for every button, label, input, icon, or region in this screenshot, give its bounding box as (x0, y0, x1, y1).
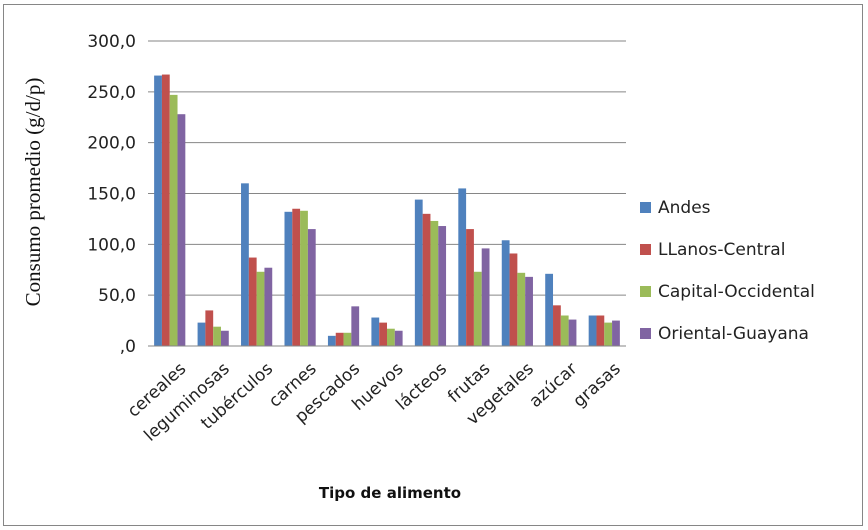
bar (481, 248, 490, 346)
bar (351, 306, 360, 346)
y-axis-label: Consumo promedio (g/d/p) (21, 78, 45, 307)
bar (568, 319, 577, 346)
y-tick-label: 250,0 (87, 83, 136, 103)
bar (458, 188, 467, 346)
bar (284, 211, 293, 346)
legend-label: Capital-Occidental (658, 282, 815, 302)
bar (612, 320, 620, 346)
bar (501, 240, 510, 346)
bar (264, 267, 273, 346)
bar (379, 322, 387, 346)
bar (154, 75, 162, 347)
legend-label: Oriental-Guayana (658, 324, 809, 344)
bar (197, 322, 206, 346)
bar (517, 272, 526, 346)
bar (394, 330, 403, 346)
bar (387, 328, 395, 346)
legend-swatch (640, 202, 651, 213)
gridlines (148, 40, 626, 296)
bar (307, 229, 316, 346)
y-tick-label: 50,0 (98, 286, 136, 306)
bar (343, 332, 352, 346)
bar (596, 315, 605, 346)
bar (466, 229, 474, 346)
bar (300, 210, 308, 346)
y-tick-label: 150,0 (87, 185, 136, 205)
x-axis-ticks: cerealesleguminosastubérculoscarnespesca… (124, 359, 625, 446)
bar (213, 326, 221, 346)
y-tick-label: 300,0 (87, 32, 136, 52)
legend-label: LLanos-Central (658, 240, 785, 260)
bar (438, 226, 447, 346)
bars (154, 74, 620, 347)
bar (473, 271, 482, 346)
bar (335, 332, 344, 346)
bar (509, 253, 518, 346)
bar (422, 213, 431, 346)
bar (327, 335, 336, 346)
bar (414, 199, 423, 346)
bar (604, 322, 613, 346)
x-tick-label: azúcar (526, 359, 582, 412)
y-axis-ticks: ,0 50,0 100,0 150,0 200,0 250,0 300,0 (87, 32, 136, 357)
bar (545, 273, 554, 346)
bar (553, 305, 561, 346)
bar (177, 114, 186, 346)
bar (525, 276, 533, 346)
bar (560, 315, 569, 346)
bar (169, 94, 178, 346)
bar (220, 330, 229, 346)
legend-swatch (640, 244, 651, 255)
bar (241, 183, 249, 346)
bar (256, 271, 265, 346)
legend-swatch (640, 328, 651, 339)
bar (588, 315, 597, 346)
y-tick-label: ,0 (120, 337, 136, 357)
bar (430, 220, 439, 346)
bar (248, 257, 257, 346)
x-axis-label: Tipo de alimento (319, 484, 461, 502)
legend-label: Andes (658, 198, 711, 218)
legend: Andes LLanos-Central Capital-Occidental Ori… (640, 198, 815, 344)
bar (292, 208, 301, 346)
legend-swatch (640, 286, 651, 297)
bar (371, 317, 380, 346)
y-tick-label: 100,0 (87, 235, 136, 255)
bar (161, 74, 170, 347)
bar (205, 310, 214, 346)
y-tick-label: 200,0 (87, 134, 136, 154)
x-tick-label: grasas (569, 359, 624, 412)
